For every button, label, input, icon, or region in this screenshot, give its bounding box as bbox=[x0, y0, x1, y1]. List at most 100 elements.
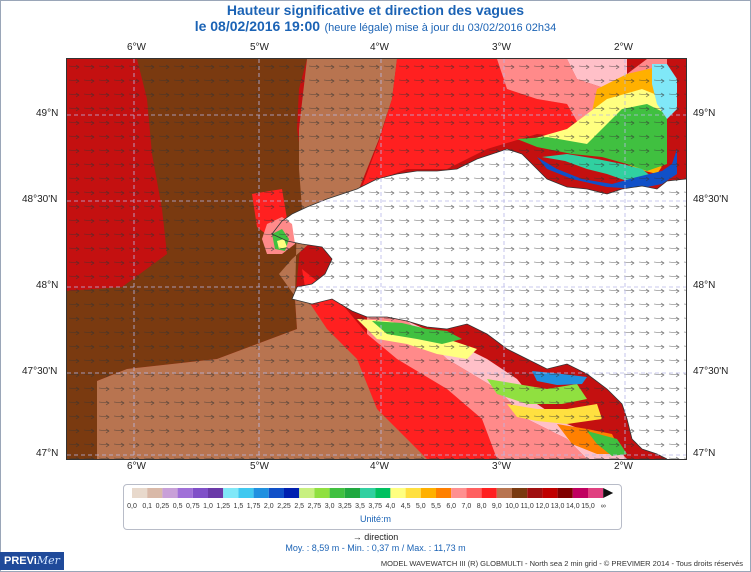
wave-map-svg bbox=[67, 59, 686, 459]
legend-class-labels: 0,0 0,1 0,25 0,5 0,75 1,0 1,25 1,5 1,75 2,0 2,25 2,… bbox=[126, 503, 626, 513]
lat-label-left-0: 49°N bbox=[36, 108, 59, 119]
legend-class-label-16: 3,75 bbox=[368, 503, 382, 510]
lon-label-bottom-3: 3°W bbox=[492, 461, 511, 472]
legend-swatch-25 bbox=[512, 488, 528, 498]
legend-swatch-19 bbox=[420, 488, 436, 498]
legend-class-label-21: 6,0 bbox=[446, 503, 457, 510]
map-title: Hauteur significative et direction des v… bbox=[226, 2, 525, 18]
lat-label-right-3: 47°30'N bbox=[693, 366, 729, 377]
legend-class-label-19: 5,0 bbox=[415, 503, 426, 510]
footer-credit: MODEL WAVEWATCH III (R) GLOBMULTI - Nort… bbox=[380, 559, 743, 568]
lat-label-left-2: 48°N bbox=[36, 280, 59, 291]
lat-label-right-1: 48°30'N bbox=[693, 194, 729, 205]
map-subtitle: le 08/02/2016 19:00 (heure légale) mise … bbox=[0, 18, 751, 36]
legend-swatch-10 bbox=[284, 488, 300, 498]
legend-class-label-5: 1,0 bbox=[203, 503, 213, 510]
wave-direction-arrows bbox=[67, 59, 686, 459]
lat-label-right-0: 49°N bbox=[693, 108, 716, 119]
legend-class-label-15: 3,5 bbox=[355, 503, 365, 510]
legend-swatch-1 bbox=[147, 488, 163, 498]
legend-swatch-7 bbox=[238, 488, 254, 498]
legend-class-label-27: 12,0 bbox=[535, 503, 550, 510]
wave-height-stats: Moy. : 8,59 m - Min. : 0,37 m / Max. : 1… bbox=[285, 543, 466, 553]
legend-swatch-16 bbox=[375, 488, 391, 498]
legend-swatch-21 bbox=[451, 488, 467, 498]
legend-class-label-26: 11,0 bbox=[520, 503, 534, 510]
lon-label-bottom-2: 4°W bbox=[370, 461, 389, 472]
legend-class-label-6: 1,25 bbox=[216, 503, 230, 510]
legend-swatch-18 bbox=[405, 488, 421, 498]
legend-class-label-20: 5,5 bbox=[431, 503, 441, 510]
wave-height-map[interactable] bbox=[66, 58, 687, 460]
legend-swatch-17 bbox=[390, 488, 406, 498]
legend-swatch-27 bbox=[542, 488, 558, 498]
legend-unit: Unité:m bbox=[359, 514, 391, 524]
legend-swatch-5 bbox=[208, 488, 224, 498]
legend-class-label-13: 3,0 bbox=[324, 503, 335, 510]
legend-class-label-14: 3,25 bbox=[337, 503, 352, 510]
legend-class-label-17: 4,0 bbox=[385, 503, 396, 510]
legend-swatch-9 bbox=[268, 488, 284, 498]
legend-class-label-29: 14,0 bbox=[565, 503, 580, 510]
lat-label-right-4: 47°N bbox=[693, 448, 716, 459]
lon-label-bottom-0: 6°W bbox=[127, 461, 146, 472]
logo-text: PREVi bbox=[4, 555, 37, 567]
legend-class-label-3: 0,5 bbox=[172, 503, 183, 510]
legend-class-label-12: 2,75 bbox=[307, 503, 322, 510]
lon-label-top-4: 2°W bbox=[614, 42, 633, 53]
legend-swatch-14 bbox=[344, 488, 360, 498]
legend-swatch-20 bbox=[436, 488, 452, 498]
legend-swatch-15 bbox=[360, 488, 376, 498]
legend-swatch-4 bbox=[192, 488, 208, 498]
legend-swatch-11 bbox=[299, 488, 315, 498]
legend-class-label-9: 2,0 bbox=[263, 503, 274, 510]
legend-swatch-30 bbox=[588, 488, 604, 498]
legend-swatch-28 bbox=[557, 488, 573, 498]
lon-label-top-3: 3°W bbox=[492, 42, 511, 53]
lon-label-bottom-4: 2°W bbox=[614, 461, 633, 472]
legend-swatch-22 bbox=[466, 488, 482, 498]
lon-label-bottom-1: 5°W bbox=[250, 461, 269, 472]
legend-swatch-26 bbox=[527, 488, 543, 498]
legend-class-label-0: 0,0 bbox=[127, 503, 137, 510]
legend-class-label-7: 1,5 bbox=[233, 503, 244, 510]
legend-class-label-30: 15,0 bbox=[581, 503, 595, 510]
legend-class-label-22: 7,0 bbox=[461, 503, 472, 510]
legend-swatch-29 bbox=[572, 488, 588, 498]
legend-swatch-0 bbox=[132, 488, 148, 498]
legend-class-label-11: 2,5 bbox=[294, 503, 305, 510]
lat-label-left-1: 48°30'N bbox=[22, 194, 58, 205]
legend-direction: → direction bbox=[352, 532, 399, 542]
lat-label-right-2: 48°N bbox=[693, 280, 716, 291]
legend-class-label-18: 4,5 bbox=[400, 503, 411, 510]
graticule bbox=[67, 59, 686, 459]
update-note: (heure légale) mise à jour du 03/02/2016… bbox=[324, 22, 557, 34]
lat-label-left-3: 47°30'N bbox=[22, 366, 58, 377]
legend-swatch-24 bbox=[496, 488, 512, 498]
legend-class-label-8: 1,75 bbox=[246, 503, 261, 510]
lat-label-left-4: 47°N bbox=[36, 448, 59, 459]
legend-swatch-6 bbox=[223, 488, 239, 498]
legend-swatch-23 bbox=[481, 488, 497, 498]
legend-class-label-4: 0,75 bbox=[185, 503, 200, 510]
previmer-logo: PREViMer bbox=[0, 552, 64, 570]
legend-class-label-10: 2,25 bbox=[277, 503, 291, 510]
legend-colorbar bbox=[132, 488, 614, 498]
lon-label-top-2: 4°W bbox=[370, 42, 389, 53]
lon-label-top-0: 6°W bbox=[127, 42, 146, 53]
legend-swatch-3 bbox=[177, 488, 193, 498]
logo-italic: Mer bbox=[36, 554, 60, 567]
legend-class-label-31: ∞ bbox=[600, 503, 606, 510]
legend-swatch-12 bbox=[314, 488, 330, 498]
legend-overflow-arrow bbox=[603, 488, 614, 498]
legend-class-label-1: 0,1 bbox=[142, 503, 153, 510]
legend-swatch-13 bbox=[329, 488, 345, 498]
legend-class-label-28: 13,0 bbox=[550, 503, 565, 510]
legend-swatch-2 bbox=[162, 488, 178, 498]
legend-swatch-8 bbox=[253, 488, 269, 498]
legend-class-label-24: 9,0 bbox=[491, 503, 502, 510]
legend-class-label-25: 10,0 bbox=[505, 503, 519, 510]
lon-label-top-1: 5°W bbox=[250, 42, 269, 53]
legend-class-label-2: 0,25 bbox=[155, 503, 170, 510]
forecast-datetime: le 08/02/2016 19:00 bbox=[194, 18, 321, 34]
